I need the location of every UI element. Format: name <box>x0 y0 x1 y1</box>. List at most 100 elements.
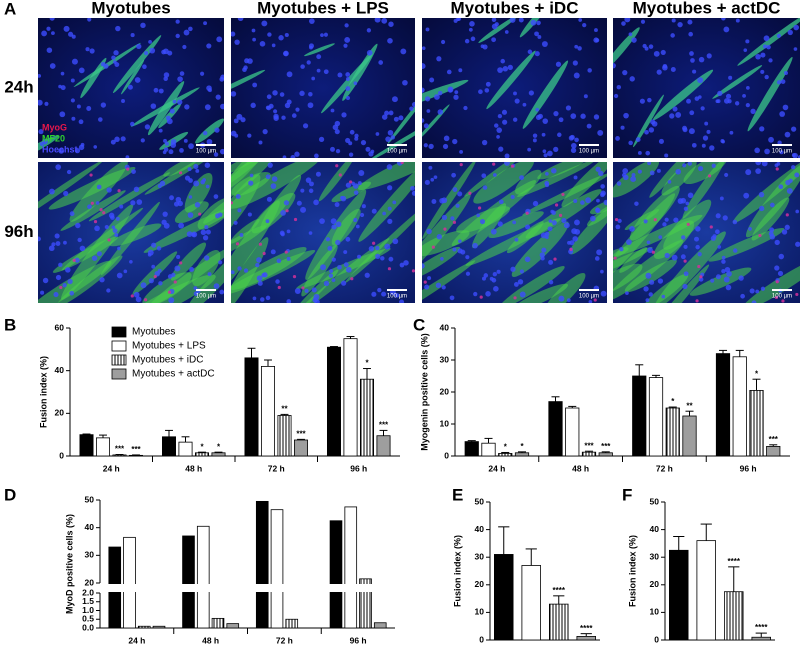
nucleus <box>280 232 285 237</box>
nucleus <box>428 143 434 150</box>
nucleus <box>748 226 752 231</box>
nucleus <box>570 142 577 149</box>
nucleus <box>175 19 180 24</box>
nucleus <box>637 169 642 174</box>
nucleus <box>619 246 624 252</box>
nucleus <box>597 129 604 136</box>
myotube <box>652 69 714 121</box>
bar <box>344 506 358 629</box>
nucleus <box>729 130 734 135</box>
nucleus <box>660 49 666 55</box>
myotube <box>486 50 536 110</box>
nucleus <box>719 196 724 201</box>
nucleus <box>323 280 330 287</box>
nucleus <box>130 121 135 127</box>
nucleus <box>497 221 503 227</box>
nucleus <box>779 150 784 155</box>
nucleus <box>472 242 478 249</box>
panel-letter: A <box>4 0 16 18</box>
significance-label: * <box>755 369 759 378</box>
nucleus <box>721 139 726 144</box>
nucleus <box>266 94 272 100</box>
nucleus <box>178 222 185 229</box>
myotube <box>732 162 800 223</box>
nucleus <box>646 240 651 245</box>
nucleus <box>308 92 313 97</box>
significance-label: ** <box>686 401 693 410</box>
nucleus <box>518 18 524 23</box>
nucleus <box>524 256 531 263</box>
nucleus <box>680 197 687 204</box>
nucleus <box>431 199 437 204</box>
myog-nucleus <box>338 173 342 177</box>
nucleus <box>621 21 626 26</box>
nucleus <box>377 287 382 293</box>
nucleus <box>80 142 85 147</box>
myotube <box>473 162 535 204</box>
nucleus <box>237 18 244 22</box>
nucleus <box>423 143 428 148</box>
nucleus <box>433 175 438 180</box>
nucleus <box>300 206 307 213</box>
myog-nucleus <box>285 209 289 213</box>
nucleus <box>755 168 761 175</box>
row-label: 24h <box>4 77 33 96</box>
y-tick-label: 0 <box>654 634 659 644</box>
nucleus <box>478 89 483 95</box>
nucleus <box>749 288 755 294</box>
nucleus <box>216 36 223 43</box>
micrograph: 100 µm <box>422 18 607 158</box>
y-tick-label: 20 <box>475 579 485 589</box>
nucleus <box>634 201 639 206</box>
significance-label: * <box>671 397 675 406</box>
nucleus <box>669 113 675 119</box>
nucleus <box>273 109 278 114</box>
nucleus <box>353 217 358 223</box>
nucleus <box>547 150 553 157</box>
myog-nucleus <box>459 163 463 167</box>
nucleus <box>46 26 51 31</box>
nucleus <box>247 133 252 138</box>
nucleus <box>215 213 221 219</box>
nucleus <box>715 229 720 235</box>
nucleus <box>63 190 69 197</box>
nucleus <box>710 235 716 241</box>
nucleus <box>777 140 782 145</box>
myog-nucleus <box>284 250 288 254</box>
myog-nucleus <box>258 242 262 246</box>
nucleus <box>672 106 678 112</box>
bar <box>749 389 764 457</box>
bar <box>359 578 372 629</box>
nucleus <box>153 87 159 93</box>
nucleus <box>589 215 596 222</box>
nucleus <box>643 219 648 224</box>
nucleus <box>281 115 286 120</box>
chart: E Fusion index (%) 0 10 20 30 40 50 **** **** <box>452 485 600 644</box>
bar <box>270 509 284 629</box>
nucleus <box>382 211 386 216</box>
nucleus <box>436 234 443 240</box>
nucleus <box>476 213 481 218</box>
nucleus <box>787 29 793 36</box>
y-tick-label: 2.0 <box>82 587 94 597</box>
nucleus <box>231 130 237 137</box>
nucleus <box>695 226 701 232</box>
myog-nucleus <box>443 227 447 231</box>
nucleus <box>745 103 750 108</box>
nucleus <box>457 18 462 21</box>
nucleus <box>219 76 224 82</box>
y-tick-label: 0 <box>59 450 64 460</box>
myog-nucleus <box>775 167 779 171</box>
myotube <box>422 193 471 283</box>
significance-label: * <box>520 442 524 451</box>
y-tick-label: 30 <box>85 550 95 560</box>
nucleus <box>343 250 348 255</box>
y-tick-label: 0.5 <box>82 614 94 624</box>
nucleus <box>629 226 635 232</box>
nucleus <box>689 51 694 56</box>
myotube <box>184 172 213 213</box>
myotube <box>522 60 569 129</box>
nucleus <box>294 288 301 294</box>
myotube <box>345 203 415 283</box>
nucleus <box>615 224 621 230</box>
